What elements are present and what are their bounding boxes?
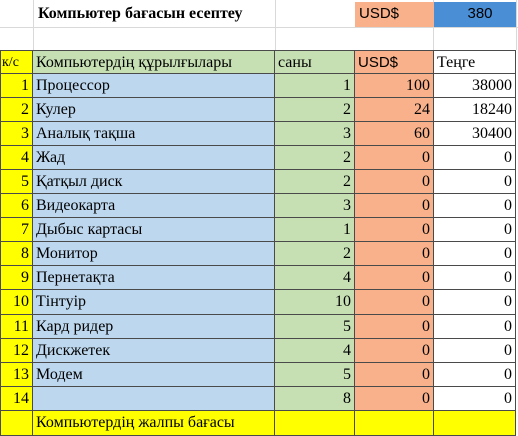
table-left-border <box>0 50 1 436</box>
row-usd-cell[interactable]: 100 <box>355 74 434 98</box>
row-qty-cell[interactable]: 10 <box>275 290 355 315</box>
row-num-cell[interactable]: 12 <box>1 339 33 363</box>
row-usd-cell[interactable]: 0 <box>355 146 434 170</box>
row-component-cell[interactable] <box>33 387 275 411</box>
row-usd-cell[interactable]: 0 <box>355 339 434 363</box>
row-qty-cell[interactable]: 2 <box>275 170 355 194</box>
row-kzt-cell[interactable]: 0 <box>434 194 516 218</box>
total-qty-cell[interactable] <box>275 411 355 436</box>
row-num-cell[interactable]: 9 <box>1 266 33 290</box>
row-kzt-cell[interactable]: 0 <box>434 339 516 363</box>
row-num-cell[interactable]: 3 <box>1 122 33 146</box>
row-usd-cell[interactable]: 60 <box>355 122 434 146</box>
row-component-cell[interactable]: Дыбыс картасы <box>33 218 275 242</box>
row-component-cell[interactable]: Кард ридер <box>33 315 275 339</box>
row-component-cell[interactable]: Дискжетек <box>33 339 275 363</box>
row-kzt-cell[interactable]: 0 <box>434 170 516 194</box>
row-kzt-cell[interactable]: 0 <box>434 387 516 411</box>
row-num-cell[interactable]: 5 <box>1 170 33 194</box>
row-num-cell[interactable]: 13 <box>1 363 33 387</box>
row-num-cell[interactable]: 4 <box>1 146 33 170</box>
row-kzt-cell[interactable]: 0 <box>434 363 516 387</box>
row-usd-cell[interactable]: 0 <box>355 242 434 266</box>
row-qty-cell[interactable]: 2 <box>275 146 355 170</box>
row-usd-cell[interactable]: 0 <box>355 290 434 315</box>
row-num-cell[interactable]: 6 <box>1 194 33 218</box>
row-usd-cell[interactable]: 0 <box>355 170 434 194</box>
row-num-cell[interactable]: 7 <box>1 218 33 242</box>
gridline <box>275 0 276 50</box>
row-qty-cell[interactable]: 2 <box>275 242 355 266</box>
row-component-cell[interactable]: Пернетақта <box>33 266 275 290</box>
col-header-qty[interactable]: саны <box>275 51 355 74</box>
row-qty-cell[interactable]: 3 <box>275 122 355 146</box>
row-component-cell[interactable]: Жад <box>33 146 275 170</box>
row-qty-cell[interactable]: 8 <box>275 387 355 411</box>
row-qty-cell[interactable]: 5 <box>275 315 355 339</box>
row-qty-cell[interactable]: 4 <box>275 339 355 363</box>
col-header-usd[interactable]: USD$ <box>355 51 434 74</box>
row-num-cell[interactable]: 11 <box>1 315 33 339</box>
row-num-cell[interactable]: 8 <box>1 242 33 266</box>
currency-label-cell[interactable]: USD$ <box>355 2 434 27</box>
row-usd-cell[interactable]: 0 <box>355 266 434 290</box>
row-component-cell[interactable]: Кулер <box>33 98 275 122</box>
row-component-cell[interactable]: Процессор <box>33 74 275 98</box>
row-qty-cell[interactable]: 5 <box>275 363 355 387</box>
total-kzt-cell[interactable] <box>434 411 516 436</box>
row-component-cell[interactable]: Қатқыл диск <box>33 170 275 194</box>
row-qty-cell[interactable]: 4 <box>275 266 355 290</box>
row-qty-cell[interactable]: 2 <box>275 98 355 122</box>
row-kzt-cell[interactable]: 0 <box>434 290 516 315</box>
row-usd-cell[interactable]: 0 <box>355 387 434 411</box>
exchange-rate-cell[interactable]: 380 <box>434 2 516 27</box>
total-num-cell[interactable] <box>1 411 33 436</box>
row-usd-cell[interactable]: 0 <box>355 194 434 218</box>
row-usd-cell[interactable]: 24 <box>355 98 434 122</box>
gridline <box>0 27 518 28</box>
sheet-title[interactable]: Компьютер бағасын есептеу <box>38 5 243 22</box>
total-label-cell[interactable]: Компьютердің жалпы бағасы <box>33 411 275 436</box>
row-component-cell[interactable]: Тінтуір <box>33 290 275 315</box>
row-component-cell[interactable]: Аналық тақша <box>33 122 275 146</box>
row-kzt-cell[interactable]: 0 <box>434 242 516 266</box>
row-qty-cell[interactable]: 1 <box>275 218 355 242</box>
row-component-cell[interactable]: Монитор <box>33 242 275 266</box>
row-num-cell[interactable]: 14 <box>1 387 33 411</box>
row-num-cell[interactable]: 1 <box>1 74 33 98</box>
row-kzt-cell[interactable]: 38000 <box>434 74 516 98</box>
col-header-component[interactable]: Компьютердің құрылғылары <box>33 51 275 74</box>
row-usd-cell[interactable]: 0 <box>355 363 434 387</box>
row-qty-cell[interactable]: 1 <box>275 74 355 98</box>
total-usd-cell[interactable] <box>355 411 434 436</box>
col-header-kzt[interactable]: Теңге <box>434 51 516 74</box>
gridline <box>516 0 517 50</box>
row-num-cell[interactable]: 10 <box>1 290 33 315</box>
row-usd-cell[interactable]: 0 <box>355 315 434 339</box>
row-kzt-cell[interactable]: 0 <box>434 218 516 242</box>
gridline <box>33 0 34 50</box>
row-kzt-cell[interactable]: 0 <box>434 266 516 290</box>
table-top-border <box>0 50 516 51</box>
col-header-num[interactable]: к/с <box>1 51 33 74</box>
row-kzt-cell[interactable]: 30400 <box>434 122 516 146</box>
row-num-cell[interactable]: 2 <box>1 98 33 122</box>
row-qty-cell[interactable]: 3 <box>275 194 355 218</box>
row-component-cell[interactable]: Модем <box>33 363 275 387</box>
row-kzt-cell[interactable]: 0 <box>434 315 516 339</box>
row-kzt-cell[interactable]: 18240 <box>434 98 516 122</box>
row-component-cell[interactable]: Видеокарта <box>33 194 275 218</box>
row-usd-cell[interactable]: 0 <box>355 218 434 242</box>
row-kzt-cell[interactable]: 0 <box>434 146 516 170</box>
